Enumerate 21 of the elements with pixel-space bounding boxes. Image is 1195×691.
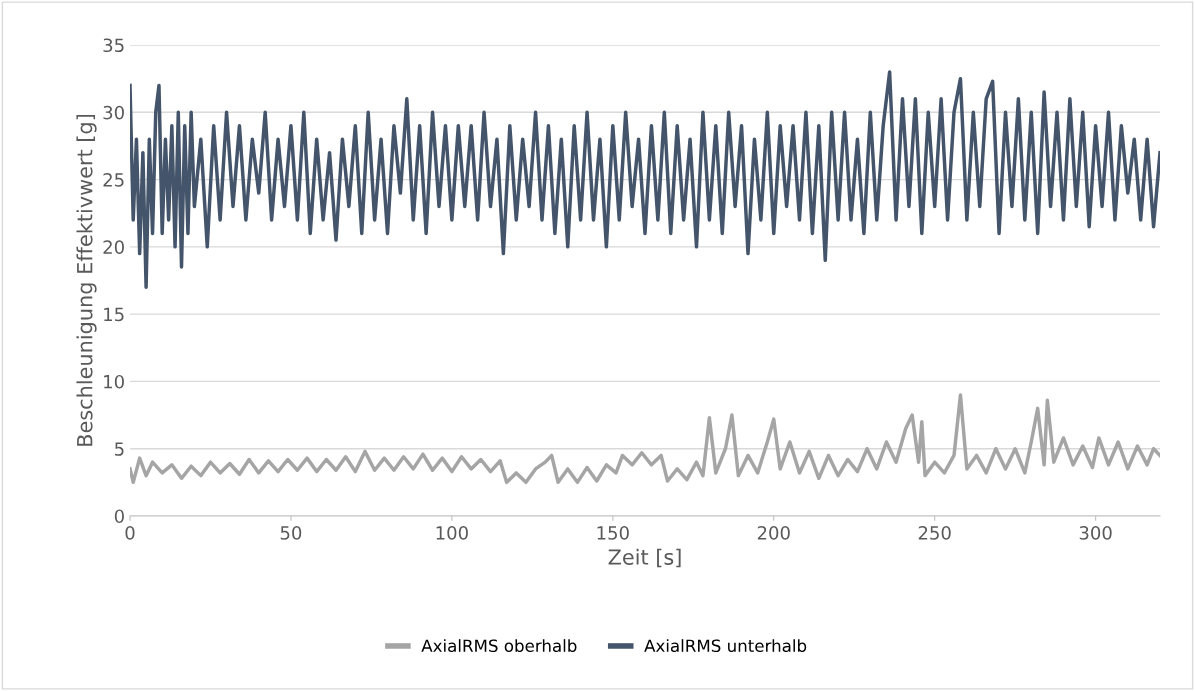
line-series: [130, 70, 1160, 289]
y-tick-label: 25: [103, 173, 124, 187]
y-tick-label: 30: [103, 105, 124, 120]
x-tick-label: 150: [597, 526, 629, 540]
x-tick-label: 100: [436, 526, 468, 540]
y-tick-label: 15: [104, 307, 124, 322]
y-tick-label: 10: [104, 374, 124, 389]
y-tick-label: 20: [103, 240, 124, 254]
x-tick-label: 250: [918, 526, 951, 540]
x-tick-label: 50: [280, 526, 302, 540]
y-axis-title: Beschleunigung Effektivwert [g]: [76, 114, 97, 446]
y-tick-label: 0: [114, 509, 124, 524]
x-tick-label: 300: [1079, 526, 1112, 540]
legend-label: AxialRMS unterhalb: [644, 639, 807, 653]
x-axis-title: Zeit [s]: [608, 548, 681, 568]
legend-label: AxialRMS oberhalb: [421, 639, 577, 653]
line-series: [130, 393, 1160, 485]
y-tick-label: 35: [103, 38, 124, 53]
x-tick-label: 200: [757, 526, 790, 540]
x-tick-label: 0: [125, 526, 135, 540]
y-tick-label: 5: [115, 442, 124, 456]
